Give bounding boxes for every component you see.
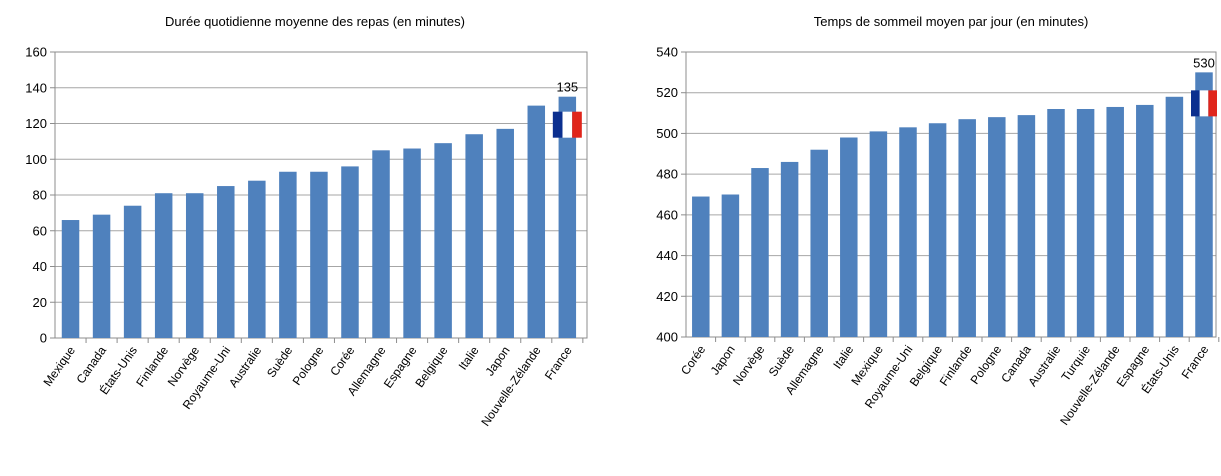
y-tick-label: 60 bbox=[33, 223, 47, 238]
bar-nouvelle-zélande bbox=[527, 105, 546, 338]
x-category-label: Japon bbox=[482, 344, 512, 379]
bar-japon bbox=[496, 128, 514, 338]
bar-mexique bbox=[61, 220, 80, 338]
bar-norvège bbox=[751, 168, 769, 337]
bar-royaume-uni bbox=[217, 186, 235, 338]
bar-espagne bbox=[1136, 104, 1154, 337]
bar-turquie bbox=[1076, 109, 1095, 337]
x-category-label: Mexique bbox=[40, 343, 78, 388]
bar-norvège bbox=[185, 193, 204, 338]
x-category-label: Nouvelle-Zélande bbox=[1057, 342, 1123, 427]
french-flag-icon bbox=[552, 111, 582, 138]
x-category-label: France bbox=[542, 343, 575, 382]
bar-finlande bbox=[958, 119, 976, 337]
y-tick-label: 140 bbox=[25, 80, 47, 95]
bar-nouvelle-zélande bbox=[1106, 106, 1124, 337]
data-label: 135 bbox=[556, 80, 578, 95]
bar-belgique bbox=[434, 143, 452, 338]
bar-espagne bbox=[403, 148, 421, 338]
bar-états-unis bbox=[1165, 96, 1184, 338]
y-tick-label: 540 bbox=[656, 45, 678, 60]
y-tick-label: 460 bbox=[656, 207, 678, 222]
data-label: 530 bbox=[1193, 55, 1215, 70]
x-category-label: Pologne bbox=[290, 343, 327, 387]
x-category-label: Pologne bbox=[968, 342, 1005, 386]
bar-italie bbox=[465, 134, 483, 338]
sleep-time-chart: Temps de sommeil moyen par jour (en minu… bbox=[656, 14, 1220, 428]
y-tick-label: 160 bbox=[25, 45, 47, 60]
plot-area bbox=[685, 51, 1217, 338]
flag-white-stripe bbox=[1199, 90, 1209, 117]
y-tick-label: 480 bbox=[656, 167, 678, 182]
bar-finlande bbox=[154, 193, 173, 338]
bar-corée bbox=[341, 166, 359, 338]
flag-blue-stripe bbox=[1191, 90, 1200, 117]
y-tick-label: 520 bbox=[656, 85, 678, 100]
bar-pologne bbox=[988, 117, 1006, 338]
x-category-label: Belgique bbox=[412, 343, 450, 390]
y-tick-label: 40 bbox=[33, 259, 47, 274]
y-tick-label: 100 bbox=[25, 152, 47, 167]
x-category-label: Corée bbox=[327, 343, 357, 378]
bar-australie bbox=[248, 180, 266, 338]
french-flag-icon bbox=[1191, 90, 1217, 117]
y-tick-label: 500 bbox=[656, 126, 678, 141]
bar-allemagne bbox=[372, 150, 390, 338]
bar-japon bbox=[721, 194, 740, 337]
bar-corée bbox=[692, 196, 710, 337]
flag-red-stripe bbox=[1208, 90, 1217, 117]
bar-allemagne bbox=[810, 149, 828, 337]
y-tick-label: 440 bbox=[656, 248, 678, 263]
x-category-label: Nouvelle-Zélande bbox=[478, 343, 544, 428]
chart-title: Durée quotidienne moyenne des repas (en … bbox=[165, 14, 465, 29]
meal-duration-chart: Durée quotidienne moyenne des repas (en … bbox=[25, 14, 588, 429]
x-category-label: Suède bbox=[264, 343, 296, 380]
x-category-label: Corée bbox=[678, 342, 708, 377]
bar-pologne bbox=[310, 171, 328, 338]
x-category-label: Italie bbox=[830, 342, 856, 371]
y-tick-label: 80 bbox=[33, 188, 47, 203]
y-tick-label: 0 bbox=[40, 331, 47, 346]
x-category-label: France bbox=[1179, 342, 1212, 381]
bar-états-unis bbox=[123, 205, 142, 338]
flag-white-stripe bbox=[562, 111, 573, 138]
bar-canada bbox=[1017, 115, 1036, 337]
bar-france bbox=[1195, 72, 1213, 337]
y-tick-label: 400 bbox=[656, 330, 678, 345]
flag-red-stripe bbox=[572, 111, 582, 138]
bar-suède bbox=[780, 161, 799, 337]
bar-royaume-uni bbox=[899, 127, 917, 337]
y-tick-label: 20 bbox=[33, 295, 47, 310]
bar-suède bbox=[279, 171, 297, 338]
bar-belgique bbox=[928, 123, 947, 337]
y-tick-label: 420 bbox=[656, 289, 678, 304]
x-category-label: Italie bbox=[456, 343, 482, 372]
x-category-label: Australie bbox=[226, 343, 264, 390]
bar-italie bbox=[840, 137, 858, 337]
bar-australie bbox=[1047, 109, 1065, 337]
chart-title: Temps de sommeil moyen par jour (en minu… bbox=[814, 14, 1089, 29]
flag-blue-stripe bbox=[552, 111, 563, 138]
bar-mexique bbox=[869, 131, 888, 337]
bar-canada bbox=[92, 214, 111, 338]
bar-france bbox=[558, 96, 577, 338]
y-tick-label: 120 bbox=[25, 116, 47, 131]
x-category-label: Japon bbox=[708, 343, 738, 378]
